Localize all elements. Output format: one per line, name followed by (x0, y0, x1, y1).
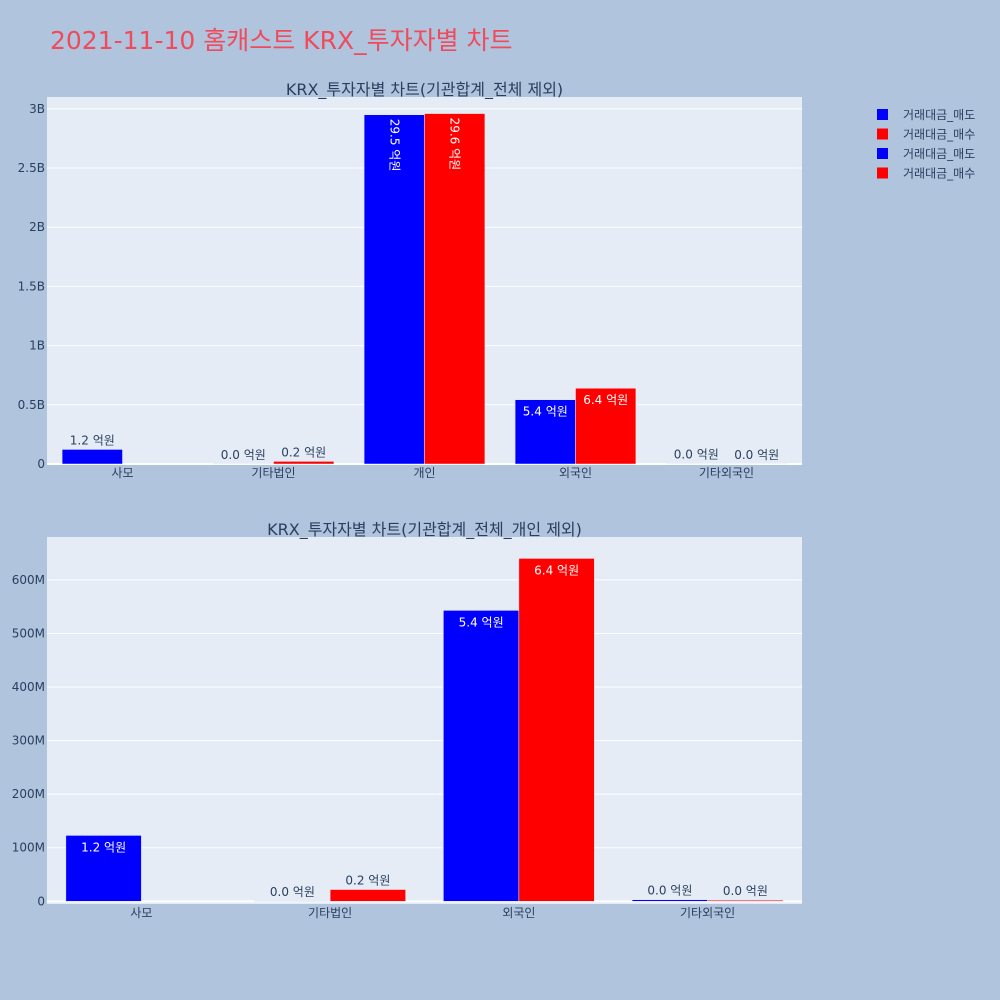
bar-data-label: 0.0 억원 (221, 448, 266, 462)
y-tick-label: 1B (29, 339, 45, 353)
y-tick-label: 200M (12, 787, 45, 801)
legend-swatch-3[interactable] (877, 167, 888, 179)
bar-sell[interactable] (65, 835, 142, 902)
plot-area (47, 537, 802, 904)
x-tick-label: 사모 (130, 906, 152, 920)
bar-sell[interactable] (254, 900, 331, 902)
y-tick-label: 0 (37, 894, 45, 908)
bar-sell[interactable] (61, 449, 123, 465)
bar-data-label: 0.2 억원 (345, 874, 390, 888)
y-tick-label: 500M (12, 626, 45, 640)
bar-data-label: 0.2 억원 (281, 445, 326, 459)
bar-buy[interactable] (329, 889, 406, 902)
legend-label-1[interactable]: 거래대금_매수 (903, 128, 975, 142)
bar-data-label: 6.4 억원 (534, 563, 579, 577)
bar-data-label: 1.2 억원 (81, 840, 126, 854)
x-tick-label: 기타법인 (251, 466, 295, 480)
y-tick-label: 400M (12, 680, 45, 694)
legend-label-3[interactable]: 거래대금_매수 (903, 167, 975, 181)
chart-top: KRX_투자자별 차트(기관합계_전체 제외) 0 0.5B 1B 1.5B 2B 2.5B… (18, 80, 802, 480)
x-tick-label: 사모 (111, 466, 133, 480)
y-tick-label: 100M (12, 841, 45, 855)
chart-title: KRX_투자자별 차트(기관합계_전체_개인 제외) (267, 520, 582, 540)
y-tick-label: 1.5B (18, 279, 45, 293)
bar-buy[interactable] (518, 558, 595, 902)
y-tick-label: 0.5B (18, 398, 45, 412)
bar-data-label: 29.5 억원 (387, 119, 401, 172)
x-tick-label: 외국인 (559, 466, 592, 480)
bar-buy[interactable] (424, 113, 486, 465)
bar-data-label: 29.6 억원 (448, 118, 462, 171)
bar-data-label: 6.4 억원 (583, 393, 628, 407)
legend-swatch-0[interactable] (877, 109, 888, 120)
bar-sell[interactable] (443, 610, 520, 902)
x-tick-label: 개인 (413, 466, 435, 480)
y-tick-label: 300M (12, 734, 45, 748)
y-tick-label: 3B (29, 102, 45, 116)
y-tick-label: 2B (29, 220, 45, 234)
bar-data-label: 5.4 억원 (459, 615, 504, 629)
x-tick-label: 기타외국인 (699, 466, 754, 480)
legend-label-2[interactable]: 거래대금_매도 (903, 147, 975, 161)
x-tick-label: 기타법인 (308, 906, 352, 920)
bar-data-label: 5.4 억원 (523, 405, 568, 419)
bar-buy[interactable] (575, 387, 637, 465)
chart-title: KRX_투자자별 차트(기관합계_전체 제외) (286, 80, 563, 100)
bar-data-label: 0.0 억원 (734, 448, 779, 462)
bar-data-label: 0.0 억원 (647, 884, 692, 898)
bar-data-label: 1.2 억원 (70, 433, 115, 447)
bar-sell[interactable] (363, 114, 425, 465)
bar-sell[interactable] (631, 899, 708, 902)
x-tick-label: 외국인 (502, 906, 535, 920)
y-tick-label: 2.5B (18, 161, 45, 175)
legend-label-0[interactable]: 거래대금_매도 (903, 108, 975, 122)
y-tick-label: 600M (12, 573, 45, 587)
bar-buy[interactable] (707, 899, 784, 902)
bar-sell[interactable] (514, 399, 576, 465)
legend-swatch-1[interactable] (877, 128, 888, 140)
page-title: 2021-11-10 홈캐스트 KRX_투자자별 차트 (50, 26, 513, 55)
x-tick-label: 기타외국인 (680, 906, 735, 920)
bar-buy[interactable] (273, 461, 335, 465)
bar-data-label: 0.0 억원 (723, 884, 768, 898)
legend-swatch-2[interactable] (877, 148, 888, 159)
bar-data-label: 0.0 억원 (674, 448, 719, 462)
bar-data-label: 0.0 억원 (270, 885, 315, 899)
y-tick-label: 0 (37, 457, 45, 471)
chart-bottom: KRX_투자자별 차트(기관합계_전체_개인 제외) 0 100M 200M 300M 4… (12, 520, 802, 920)
